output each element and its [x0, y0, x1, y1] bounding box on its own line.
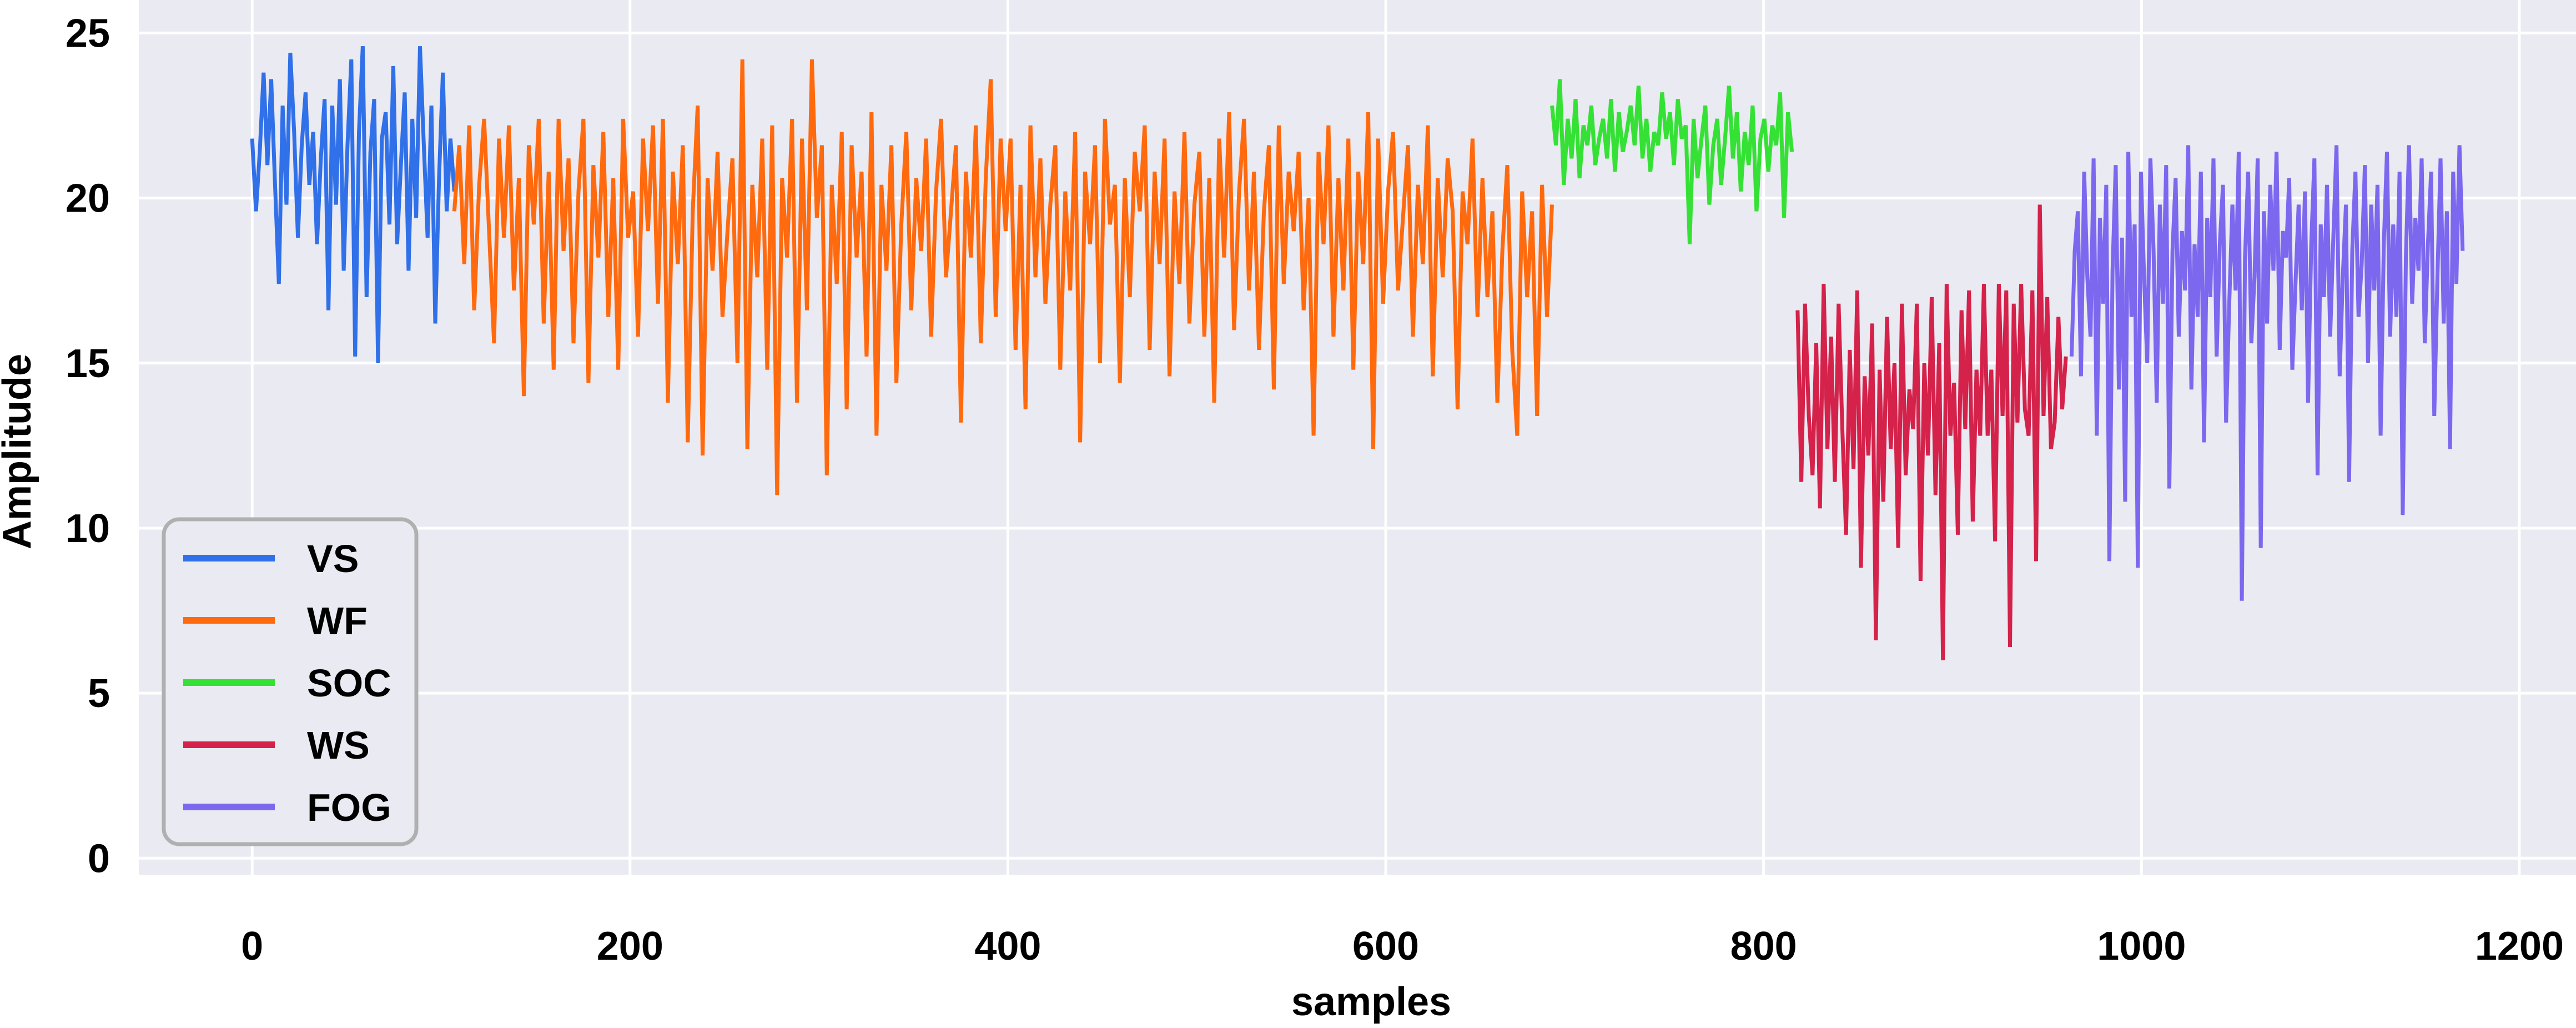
- legend-entry-soc: SOC: [307, 661, 391, 705]
- y-tick-label: 20: [66, 177, 110, 221]
- x-tick-label: 1000: [2097, 924, 2186, 969]
- series-line-wf: [452, 59, 1554, 495]
- y-tick-label: 10: [66, 507, 110, 551]
- grid-lines: [139, 0, 2576, 875]
- y-axis-label: Amplitude: [0, 354, 39, 549]
- y-tick-label: 25: [66, 11, 110, 56]
- legend-entry-ws: WS: [307, 724, 370, 767]
- x-tick-label: 1200: [2475, 924, 2564, 969]
- y-tick-label: 15: [66, 342, 110, 386]
- y-tick-label: 0: [88, 836, 110, 881]
- axis-ticks: 0 200 400 600 800 1000 1200 0 5 10 15 20 25: [66, 11, 2564, 969]
- series-line-soc: [1550, 79, 1794, 244]
- x-tick-label: 800: [1730, 924, 1797, 969]
- legend: VS WF SOC WS FOG: [162, 517, 419, 846]
- legend-entry-vs: VS: [307, 537, 359, 580]
- legend-entry-wf: WF: [307, 599, 368, 643]
- x-tick-label: 0: [241, 924, 263, 969]
- x-axis-label: samples: [1291, 980, 1451, 1024]
- y-tick-label: 5: [88, 671, 110, 716]
- series-layer: [250, 46, 2465, 660]
- legend-entry-fog: FOG: [307, 786, 391, 829]
- x-tick-label: 400: [974, 924, 1041, 969]
- series-line-vs: [250, 46, 456, 363]
- legend-box: [162, 517, 419, 846]
- x-tick-label: 600: [1352, 924, 1419, 969]
- plot-background: [139, 0, 2576, 875]
- series-line-ws: [1795, 204, 2068, 660]
- series-line-fog: [2069, 145, 2465, 601]
- x-tick-label: 200: [597, 924, 663, 969]
